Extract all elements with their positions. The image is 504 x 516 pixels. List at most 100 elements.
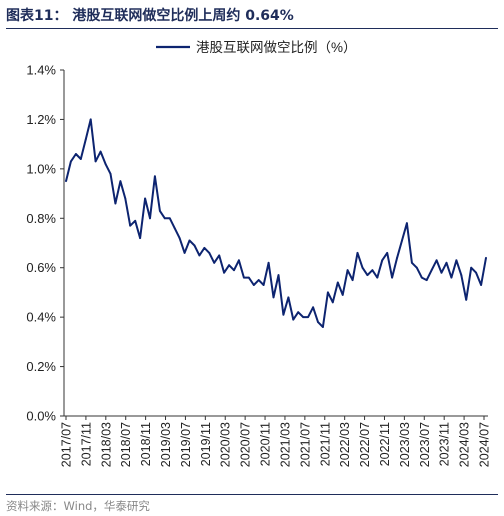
data-point — [154, 175, 156, 178]
data-point — [104, 163, 107, 165]
x-tick-label: 2023/07 — [418, 422, 432, 467]
data-point — [257, 279, 260, 281]
data-point — [218, 254, 221, 257]
y-tick-label: 0.2% — [26, 359, 56, 374]
data-point — [65, 180, 67, 183]
data-point — [119, 180, 122, 183]
data-point — [351, 279, 354, 281]
data-point — [425, 279, 428, 281]
legend-label: 港股互联网做空比例（%） — [196, 40, 357, 55]
legend: 港股互联网做空比例（%） — [156, 40, 357, 55]
x-tick-label: 2020/11 — [259, 422, 273, 466]
data-point — [460, 274, 463, 276]
data-point — [401, 239, 403, 242]
data-point — [163, 217, 166, 220]
x-tick-label: 2020/03 — [219, 422, 233, 467]
data-point — [465, 298, 468, 301]
data-point — [243, 276, 245, 279]
data-point — [470, 266, 473, 269]
data-point — [475, 271, 477, 274]
data-point — [233, 269, 235, 272]
data-point — [183, 252, 186, 254]
data-point — [70, 160, 72, 163]
x-tick-label: 2023/11 — [438, 422, 452, 466]
data-point — [252, 284, 255, 286]
data-point — [247, 276, 250, 279]
data-point — [361, 266, 364, 269]
data-point — [312, 306, 314, 309]
data-point — [282, 313, 285, 316]
data-point — [114, 202, 117, 205]
data-point — [415, 266, 418, 269]
chart-area: 0.0% 0.2% 0.4% 0.6% 0.8% 1.0% 1.2% 1.4% 2017/07… — [0, 30, 504, 490]
x-tick-label: 2023/03 — [398, 422, 412, 467]
x-tick-label: 2019/03 — [159, 422, 173, 467]
data-point — [435, 259, 438, 262]
data-point — [124, 197, 127, 200]
data-point — [173, 227, 176, 230]
data-point — [322, 326, 324, 328]
y-tick-label: 0.8% — [26, 211, 56, 226]
data-point — [406, 222, 408, 225]
data-point — [178, 237, 181, 240]
data-point — [287, 296, 290, 299]
data-point — [277, 274, 280, 276]
data-point — [381, 259, 384, 262]
x-tick-label: 2021/03 — [278, 422, 292, 467]
y-tick-label: 0.4% — [26, 310, 56, 325]
data-point — [302, 316, 305, 318]
y-tick-label: 1.2% — [26, 112, 56, 127]
y-tick-label: 1.0% — [26, 161, 56, 176]
data-point — [267, 261, 270, 264]
data-point — [149, 217, 151, 220]
data-point — [480, 284, 482, 286]
data-point — [445, 261, 448, 264]
data-point — [391, 276, 393, 279]
data-point — [84, 138, 87, 141]
data-point — [168, 217, 171, 220]
data-point — [396, 256, 398, 259]
data-point — [341, 294, 344, 296]
data-point — [193, 244, 196, 247]
source-bar: 资料来源：Wind，华泰研究 — [6, 494, 498, 513]
data-point — [356, 252, 359, 254]
x-tick-label: 2024/03 — [458, 422, 472, 467]
title-bar: 图表11： 港股互联网做空比例上周约 0.64% — [6, 2, 498, 29]
y-axis: 0.0% 0.2% 0.4% 0.6% 0.8% 1.0% 1.2% 1.4% — [26, 63, 65, 424]
data-point — [188, 239, 191, 242]
data-point — [455, 259, 458, 262]
data-point — [129, 224, 132, 227]
data-point — [134, 219, 137, 222]
plot-area — [65, 118, 487, 328]
data-point — [336, 281, 339, 284]
data-point — [327, 291, 329, 294]
x-tick-label: 2017/07 — [60, 422, 74, 467]
data-point — [228, 264, 231, 267]
x-tick-label: 2018/11 — [139, 422, 153, 466]
x-tick-label: 2018/07 — [119, 422, 133, 467]
x-tick-label: 2024/07 — [478, 422, 492, 467]
data-point — [297, 311, 300, 314]
data-point — [99, 150, 102, 153]
data-point — [262, 284, 265, 286]
x-tick-label: 2019/11 — [199, 422, 213, 466]
data-point — [272, 296, 275, 299]
data-point — [79, 158, 82, 160]
x-axis: 2017/07 2017/11 2018/03 2018/07 2018/11 2019/… — [60, 415, 492, 467]
line-chart: 0.0% 0.2% 0.4% 0.6% 0.8% 1.0% 1.2% 1.4% 2017/07… — [26, 40, 492, 467]
data-point — [331, 301, 334, 304]
x-tick-label: 2017/11 — [79, 422, 93, 466]
x-tick-label: 2018/03 — [99, 422, 113, 467]
data-point — [430, 269, 433, 272]
x-tick-label: 2022/11 — [378, 422, 392, 466]
data-point — [89, 118, 92, 121]
x-tick-label: 2021/07 — [298, 422, 312, 467]
y-tick-label: 1.4% — [26, 63, 56, 78]
data-point — [317, 321, 319, 323]
data-point — [208, 252, 211, 254]
x-tick-label: 2022/07 — [358, 422, 372, 467]
data-point — [420, 276, 423, 279]
series-line — [65, 118, 487, 328]
data-point — [366, 274, 369, 276]
data-point — [450, 276, 453, 279]
